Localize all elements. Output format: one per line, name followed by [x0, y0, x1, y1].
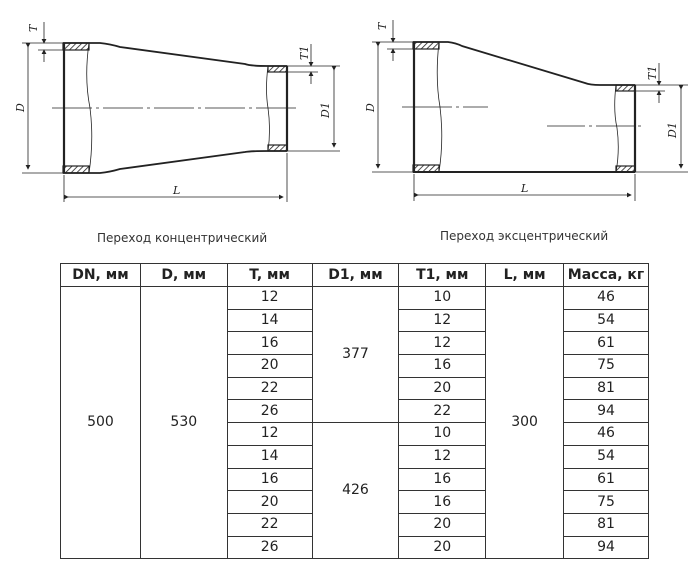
table-row: 20 16 75 — [61, 354, 649, 378]
header-d1: D1, мм — [311, 263, 400, 287]
table-row: 500 530 12 377 10 300 46 — [60, 285, 649, 560]
cell-t1: 20 — [398, 535, 487, 560]
cell-t: 22 — [226, 512, 313, 537]
label-T1: T1 — [646, 66, 659, 80]
cell-mass: 75 — [563, 490, 649, 514]
cell-t1: 12 — [398, 308, 487, 333]
cell-mass: 61 — [563, 331, 649, 356]
table-row: 16 12 61 — [61, 331, 649, 356]
table-row: 12 426 10 46 — [61, 422, 649, 560]
cell-d1: 377 — [311, 285, 400, 424]
cell-mass: 46 — [563, 422, 649, 446]
label-D: D — [14, 103, 27, 113]
cell-mass: 81 — [563, 376, 649, 401]
concentric-caption: Переход концентрический — [97, 231, 268, 245]
cell-t: 16 — [226, 331, 313, 356]
header-d: D, мм — [139, 263, 228, 287]
header-t: T, мм — [226, 263, 313, 287]
cell-mass: 94 — [563, 535, 649, 560]
cell-t1: 10 — [398, 422, 487, 446]
label-T: T — [376, 21, 389, 30]
label-L: L — [520, 182, 528, 195]
table-header-row: DN, мм D, мм T, мм D1, мм T1, мм L, мм М… — [60, 263, 649, 287]
label-D: D — [364, 103, 377, 113]
table-row: 22 20 81 — [61, 512, 649, 537]
cell-t1: 10 — [398, 286, 487, 310]
label-L: L — [172, 184, 180, 197]
cell-t1: 16 — [398, 490, 487, 514]
cell-t: 20 — [226, 354, 313, 378]
cell-t1: 16 — [398, 467, 487, 492]
cell-mass: 46 — [563, 286, 649, 310]
cell-mass: 81 — [563, 512, 649, 537]
cell-t1: 12 — [398, 331, 487, 356]
cell-t: 26 — [226, 535, 313, 560]
table-row: 22 20 81 — [61, 376, 649, 401]
concentric-reducer-drawing — [22, 22, 340, 202]
cell-t: 20 — [226, 490, 313, 514]
cell-l: 300 — [485, 285, 565, 560]
cell-d: 530 — [139, 285, 228, 560]
label-D1: D1 — [319, 102, 332, 119]
header-dn: DN, мм — [60, 263, 141, 287]
eccentric-reducer-drawing — [372, 20, 688, 201]
table-row: 14 12 54 — [61, 444, 649, 469]
cell-t: 14 — [226, 308, 313, 333]
cell-mass: 54 — [563, 308, 649, 333]
table-row: 26 22 94 — [61, 399, 649, 424]
cell-t: 12 — [226, 422, 313, 446]
cell-t: 12 — [226, 286, 313, 310]
header-l: L, мм — [485, 263, 565, 287]
label-T: T — [27, 23, 40, 32]
header-mass: Масса, кг — [563, 263, 649, 287]
cell-t: 22 — [226, 376, 313, 401]
label-D1: D1 — [666, 122, 679, 139]
cell-t1: 20 — [398, 376, 487, 401]
cell-t: 16 — [226, 467, 313, 492]
cell-d1: 426 — [311, 422, 400, 560]
table-row: 26 20 94 — [61, 535, 649, 560]
cell-dn: 500 — [60, 285, 141, 560]
dimensions-table: DN, мм D, мм T, мм D1, мм T1, мм L, мм М… — [60, 263, 649, 560]
cell-t1: 16 — [398, 354, 487, 378]
cell-t1: 12 — [398, 444, 487, 469]
table-row: 14 12 54 — [61, 308, 649, 333]
label-T1: T1 — [298, 46, 311, 60]
cell-mass: 54 — [563, 444, 649, 469]
cell-mass: 75 — [563, 354, 649, 378]
reducer-drawings: T D T1 D1 L T D T1 D1 L — [14, 20, 688, 202]
cell-mass: 61 — [563, 467, 649, 492]
cell-mass: 94 — [563, 399, 649, 424]
cell-t1: 22 — [398, 399, 487, 424]
header-t1: T1, мм — [398, 263, 487, 287]
cell-t1: 20 — [398, 512, 487, 537]
table-row: 20 16 75 — [61, 490, 649, 514]
cell-t: 14 — [226, 444, 313, 469]
eccentric-caption: Переход эксцентрический — [440, 229, 609, 243]
cell-t: 26 — [226, 399, 313, 424]
